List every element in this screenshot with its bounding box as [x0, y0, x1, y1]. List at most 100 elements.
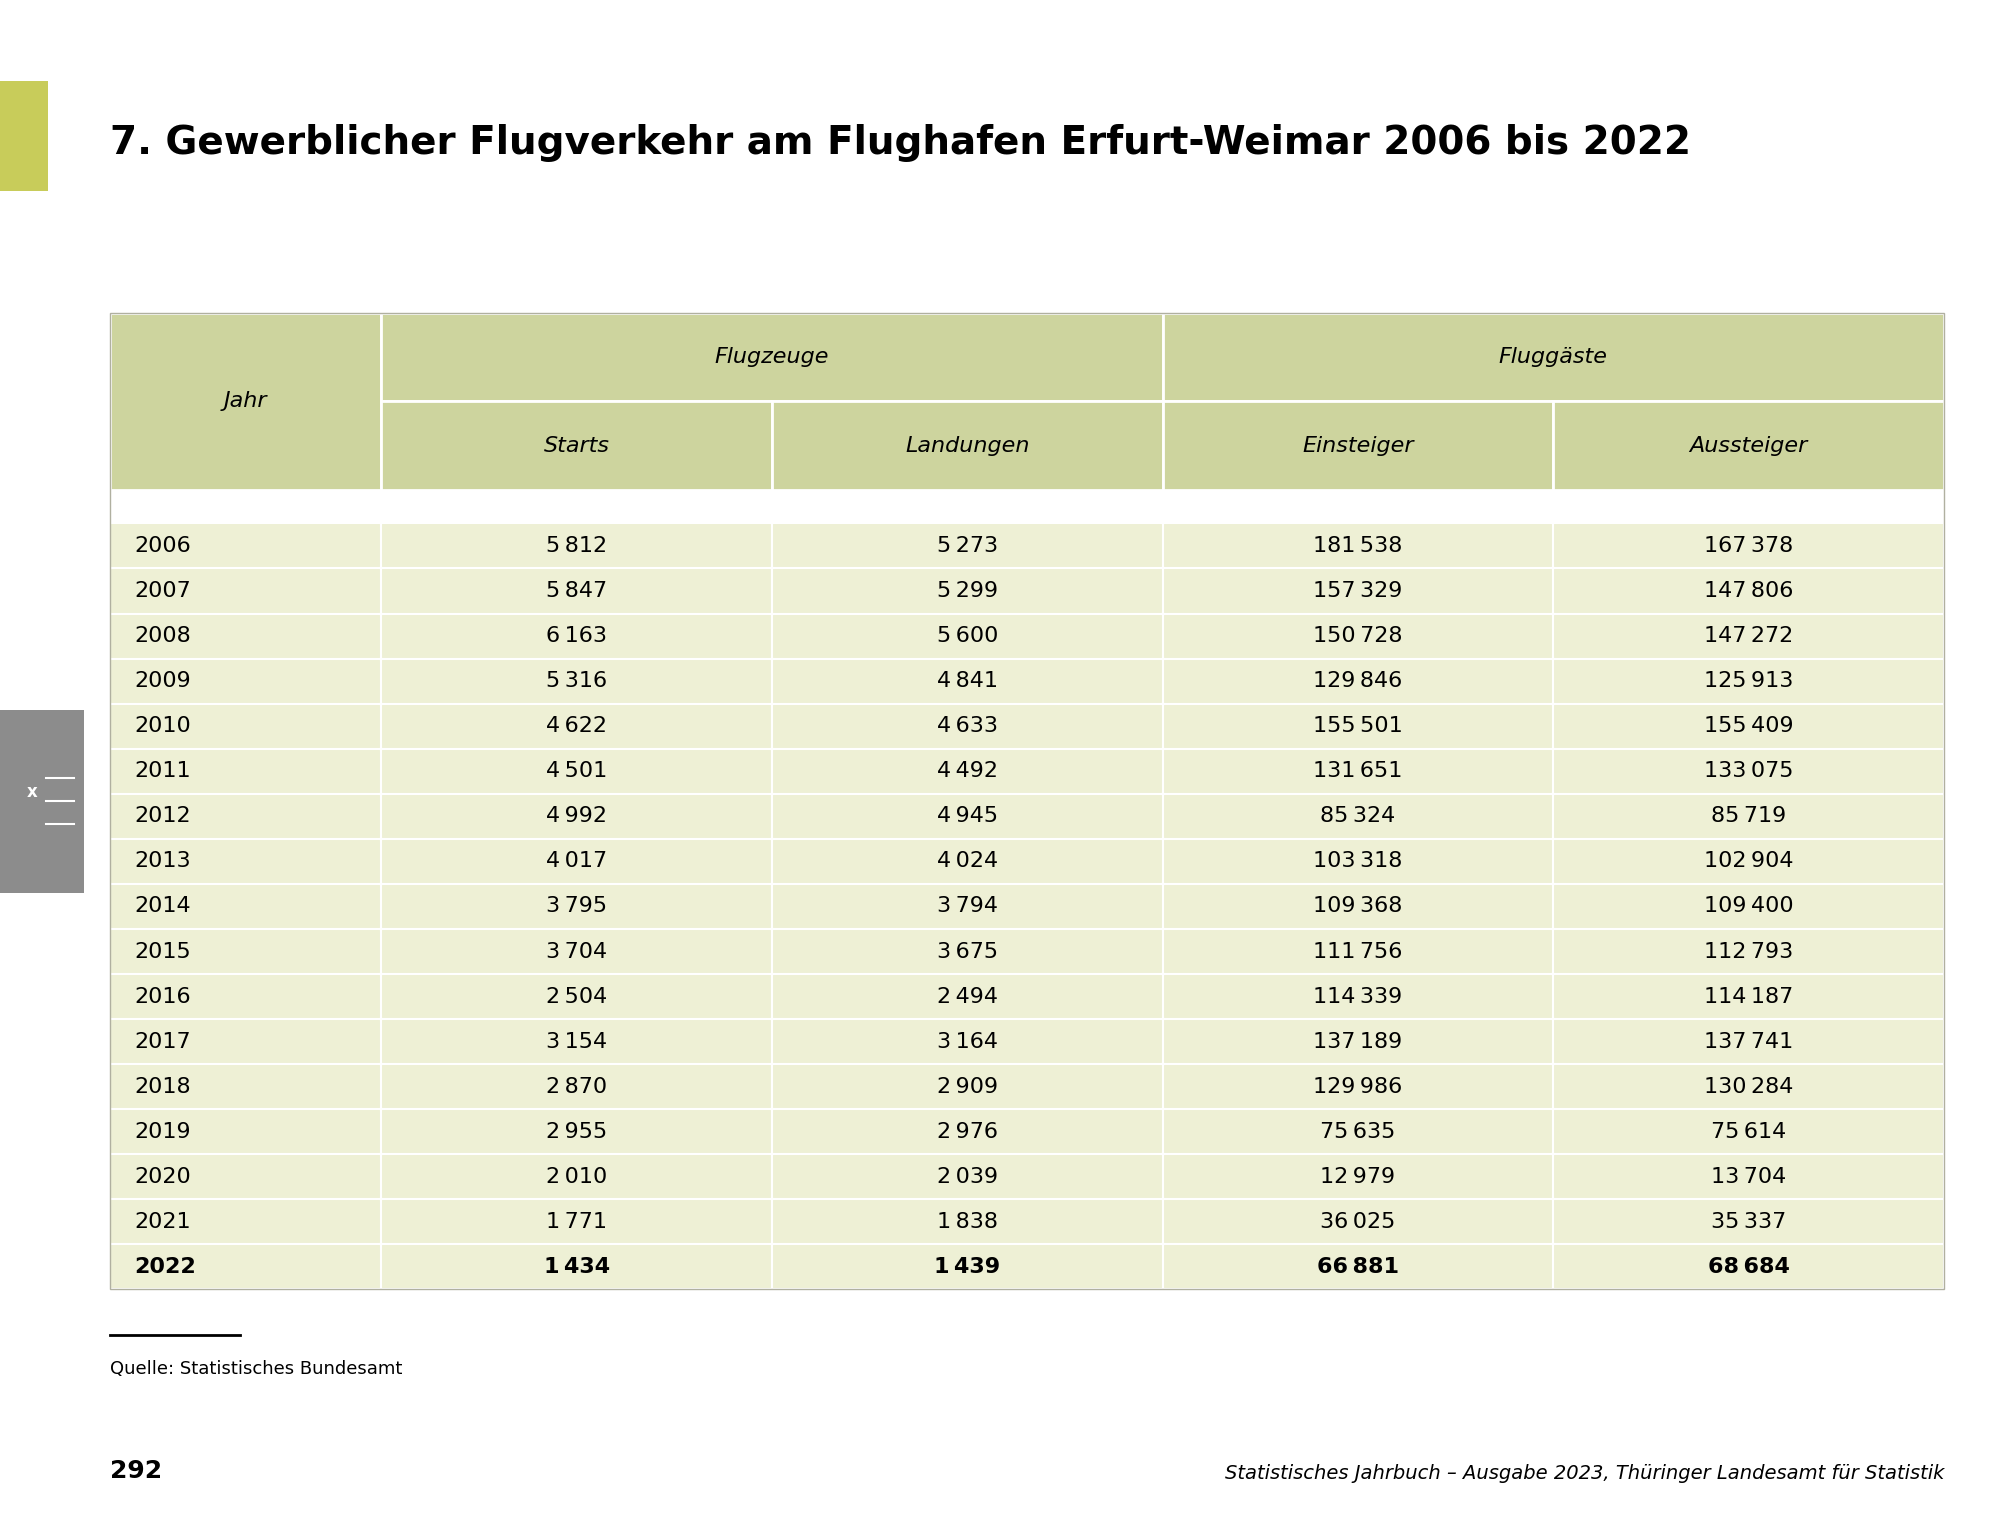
Bar — [110, 974, 382, 1019]
Text: 13 704: 13 704 — [1712, 1167, 1786, 1187]
Text: 2006: 2006 — [134, 536, 190, 555]
Text: 4 622: 4 622 — [546, 716, 608, 736]
Bar — [110, 1199, 382, 1244]
Text: 2010: 2010 — [134, 716, 190, 736]
Text: 35 337: 35 337 — [1712, 1212, 1786, 1231]
Text: 137 189: 137 189 — [1314, 1032, 1402, 1051]
Text: 4 841: 4 841 — [936, 671, 998, 691]
Text: 5 299: 5 299 — [936, 581, 998, 601]
Text: 2 494: 2 494 — [936, 987, 998, 1007]
Bar — [110, 703, 382, 749]
Bar — [1162, 613, 1554, 659]
Bar — [772, 1064, 1162, 1109]
Bar — [0, 710, 84, 893]
Bar — [1554, 1199, 1944, 1244]
Bar — [1162, 401, 1554, 490]
Text: 114 339: 114 339 — [1314, 987, 1402, 1007]
Text: Einsteiger: Einsteiger — [1302, 435, 1414, 456]
Bar — [1162, 703, 1554, 749]
Bar — [382, 1109, 772, 1154]
Bar — [1554, 1154, 1944, 1199]
Bar — [110, 1244, 382, 1289]
Bar — [772, 974, 1162, 1019]
Text: 85 719: 85 719 — [1712, 806, 1786, 826]
Bar — [772, 1244, 1162, 1289]
Text: 2 504: 2 504 — [546, 987, 608, 1007]
Bar — [110, 659, 382, 703]
Bar — [382, 749, 772, 794]
Text: 1 771: 1 771 — [546, 1212, 608, 1231]
Bar — [382, 1154, 772, 1199]
Bar — [772, 884, 1162, 929]
Text: 5 273: 5 273 — [936, 536, 998, 555]
Text: 6 163: 6 163 — [546, 626, 608, 645]
Bar — [772, 839, 1162, 884]
Text: x: x — [26, 783, 38, 801]
Text: 4 492: 4 492 — [936, 761, 998, 781]
Text: 2016: 2016 — [134, 987, 190, 1007]
Text: 4 633: 4 633 — [936, 716, 998, 736]
Bar — [772, 794, 1162, 839]
Text: 2019: 2019 — [134, 1122, 190, 1141]
Text: 3 164: 3 164 — [936, 1032, 998, 1051]
Text: 2021: 2021 — [134, 1212, 190, 1231]
Text: 130 284: 130 284 — [1704, 1077, 1794, 1097]
Bar — [110, 884, 382, 929]
Text: 2011: 2011 — [134, 761, 190, 781]
Bar — [1162, 1109, 1554, 1154]
Text: 2022: 2022 — [134, 1257, 196, 1277]
Bar — [382, 569, 772, 613]
Bar — [110, 749, 382, 794]
Bar — [110, 1109, 382, 1154]
Bar — [1554, 401, 1944, 490]
Bar — [1162, 974, 1554, 1019]
Text: 4 992: 4 992 — [546, 806, 608, 826]
Bar — [382, 703, 772, 749]
Text: 167 378: 167 378 — [1704, 536, 1794, 555]
Text: Flugzeuge: Flugzeuge — [714, 346, 830, 368]
Text: 292: 292 — [110, 1459, 162, 1483]
Text: 2008: 2008 — [134, 626, 190, 645]
Text: 2017: 2017 — [134, 1032, 190, 1051]
Bar — [382, 659, 772, 703]
Text: 109 400: 109 400 — [1704, 896, 1794, 917]
Text: Aussteiger: Aussteiger — [1690, 435, 1808, 456]
Bar — [1162, 523, 1554, 569]
Bar — [1554, 884, 1944, 929]
Text: 131 651: 131 651 — [1314, 761, 1402, 781]
Bar — [0, 81, 48, 191]
Text: 4 501: 4 501 — [546, 761, 608, 781]
Text: 157 329: 157 329 — [1314, 581, 1402, 601]
Bar — [110, 313, 382, 490]
Text: 2 010: 2 010 — [546, 1167, 608, 1187]
Bar — [772, 703, 1162, 749]
Text: 2014: 2014 — [134, 896, 190, 917]
Bar — [110, 1019, 382, 1064]
Bar — [1554, 749, 1944, 794]
Bar — [1554, 1064, 1944, 1109]
Bar — [1554, 929, 1944, 974]
Bar — [1162, 839, 1554, 884]
Text: 155 501: 155 501 — [1314, 716, 1402, 736]
Text: 114 187: 114 187 — [1704, 987, 1794, 1007]
Text: 129 986: 129 986 — [1314, 1077, 1402, 1097]
Text: 2 976: 2 976 — [936, 1122, 998, 1141]
Bar — [110, 569, 382, 613]
Bar — [1554, 1109, 1944, 1154]
Text: Quelle: Statistisches Bundesamt: Quelle: Statistisches Bundesamt — [110, 1360, 402, 1378]
Text: 150 728: 150 728 — [1314, 626, 1402, 645]
Bar — [772, 1019, 1162, 1064]
Bar — [1162, 1244, 1554, 1289]
Text: 3 154: 3 154 — [546, 1032, 608, 1051]
Bar — [382, 929, 772, 974]
Text: 2020: 2020 — [134, 1167, 190, 1187]
Bar — [382, 884, 772, 929]
Text: 111 756: 111 756 — [1314, 942, 1402, 961]
Text: 1 434: 1 434 — [544, 1257, 610, 1277]
Bar — [382, 523, 772, 569]
Text: 5 812: 5 812 — [546, 536, 608, 555]
Text: 102 904: 102 904 — [1704, 852, 1794, 871]
Bar — [382, 401, 772, 490]
Bar — [110, 794, 382, 839]
Text: 147 272: 147 272 — [1704, 626, 1794, 645]
